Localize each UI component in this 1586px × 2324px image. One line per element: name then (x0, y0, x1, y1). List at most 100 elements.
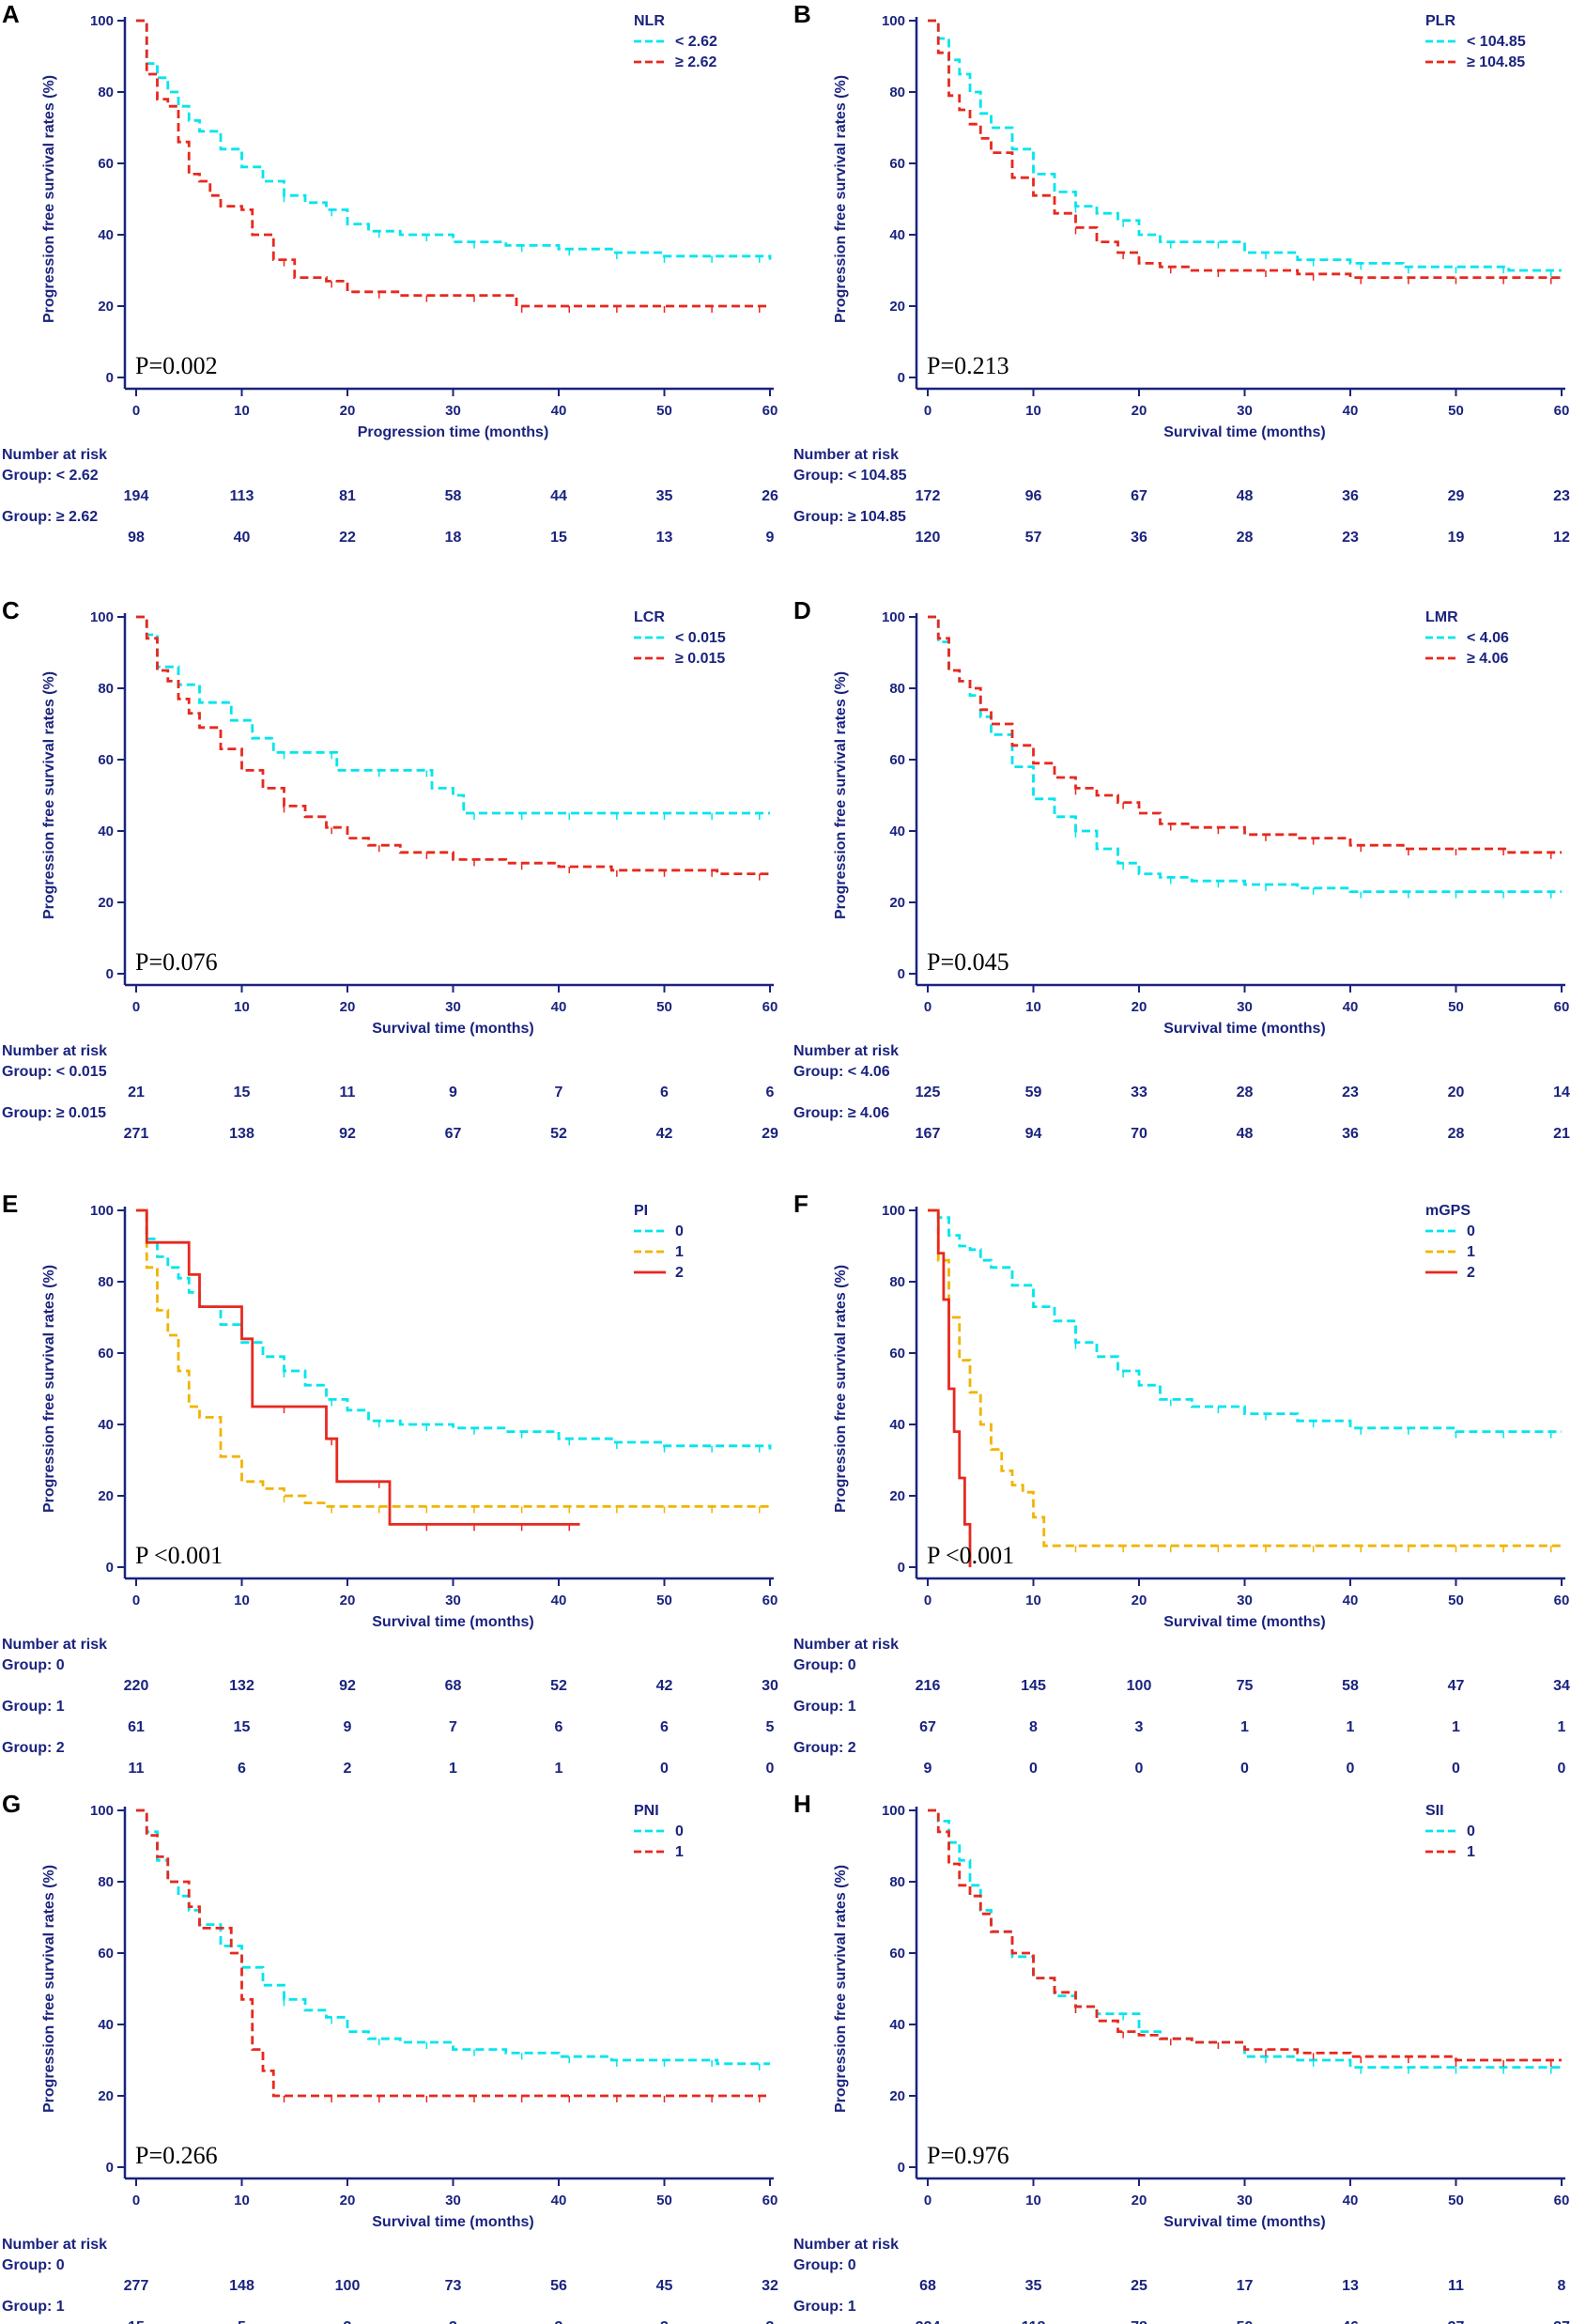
y-axis-title: Progression free survival rates (%) (833, 1865, 849, 2113)
x-tick-label: 40 (551, 403, 567, 419)
risk-count: 120 (916, 530, 941, 546)
panel-b: B 0 20 40 60 80 100 0 10 20 30 40 50 60 Progression fr… (793, 0, 1570, 546)
panel-letter-d: D (793, 596, 811, 624)
risk-count: 3 (555, 2319, 563, 2324)
p-value: P <0.001 (927, 1542, 1014, 1569)
risk-count: 220 (124, 1678, 149, 1694)
x-tick-label: 20 (340, 1593, 356, 1608)
y-axis-title: Progression free survival rates (%) (833, 671, 849, 919)
risk-group-label: Group: < 104.85 (793, 468, 907, 484)
risk-header: Number at risk (793, 447, 899, 463)
risk-count: 48 (1237, 1126, 1254, 1142)
x-tick-label: 0 (924, 1593, 932, 1608)
x-tick-label: 60 (762, 2193, 778, 2209)
x-tick-label: 50 (1448, 2193, 1464, 2209)
y-tick-label: 20 (889, 1488, 905, 1504)
x-tick-label: 20 (340, 2193, 356, 2209)
y-axis-title: Progression free survival rates (%) (41, 75, 57, 323)
risk-header: Number at risk (2, 2237, 107, 2253)
risk-count: 113 (230, 488, 254, 504)
legend-title: LMR (1425, 609, 1458, 625)
x-axis-title: Survival time (months) (1163, 2214, 1325, 2230)
risk-count: 23 (1342, 1085, 1359, 1100)
km-curve-e-series-0 (136, 1208, 772, 1450)
risk-count: 45 (656, 2278, 673, 2294)
risk-count: 28 (1237, 530, 1254, 546)
risk-count: 125 (916, 1085, 941, 1100)
x-tick-label: 0 (132, 403, 140, 419)
x-tick-label: 50 (656, 403, 672, 419)
x-tick-label: 50 (1448, 403, 1464, 419)
risk-group-label: Group: 1 (2, 1699, 65, 1715)
risk-group-label: Group: ≥ 2.62 (2, 509, 98, 525)
risk-count: 81 (339, 488, 356, 504)
risk-group-label: Group: 0 (2, 2257, 65, 2273)
x-tick-label: 10 (1025, 1593, 1041, 1608)
km-curve-e-series-2 (136, 1208, 580, 1526)
x-tick-label: 30 (445, 403, 461, 419)
y-tick-label: 40 (889, 1417, 905, 1433)
x-tick-label: 20 (1132, 1593, 1147, 1608)
risk-count: 1 (1240, 1719, 1249, 1735)
x-tick-label: 0 (924, 999, 932, 1015)
x-tick-label: 40 (551, 999, 567, 1015)
km-curve-b-series-0 (928, 19, 1562, 272)
risk-count: 21 (128, 1085, 145, 1100)
risk-count: 1 (555, 1761, 563, 1777)
risk-count: 47 (1448, 1678, 1465, 1694)
y-tick-label: 40 (889, 2017, 905, 2033)
risk-count: 92 (339, 1126, 356, 1142)
x-tick-label: 20 (340, 999, 356, 1015)
risk-count: 7 (449, 1719, 457, 1735)
risk-group-label: Group: < 0.015 (2, 1064, 107, 1080)
x-axis-title: Survival time (months) (1163, 424, 1325, 440)
risk-count: 15 (234, 1085, 251, 1100)
legend-label: ≥ 4.06 (1467, 651, 1508, 667)
y-tick-label: 100 (90, 1803, 114, 1819)
risk-count: 7 (555, 1085, 563, 1100)
risk-count: 42 (656, 1126, 673, 1142)
x-axis-title: Survival time (months) (372, 1614, 533, 1630)
p-value: P <0.001 (135, 1542, 223, 1569)
legend-label: 0 (675, 1224, 684, 1239)
y-tick-label: 0 (898, 2160, 905, 2176)
risk-count: 21 (1553, 1126, 1570, 1142)
risk-count: 3 (344, 2319, 352, 2324)
risk-group-label: Group: 2 (793, 1740, 856, 1756)
y-tick-label: 0 (898, 1560, 905, 1576)
x-tick-label: 60 (762, 403, 778, 419)
x-tick-label: 30 (1237, 999, 1253, 1015)
y-tick-label: 100 (882, 13, 905, 29)
panel-letter-a: A (2, 0, 20, 28)
y-tick-label: 60 (889, 1346, 905, 1362)
panel-letter-e: E (2, 1190, 18, 1218)
risk-count: 0 (1029, 1761, 1038, 1777)
km-curve-a-series-1 (136, 19, 770, 308)
x-tick-label: 50 (656, 999, 672, 1015)
risk-count: 8 (1029, 1719, 1038, 1735)
x-tick-label: 60 (1554, 2193, 1570, 2209)
risk-group-label: Group: 1 (2, 2299, 65, 2315)
risk-count: 15 (550, 530, 567, 546)
y-tick-label: 20 (98, 2088, 114, 2104)
risk-count: 138 (229, 1126, 254, 1142)
km-curve-h-series-1 (928, 1808, 1562, 2062)
risk-count: 46 (1342, 2319, 1359, 2324)
legend-label: 2 (675, 1265, 684, 1281)
y-tick-label: 20 (98, 895, 114, 911)
risk-count: 0 (1558, 1761, 1566, 1777)
km-curve-a-series-0 (136, 19, 772, 260)
risk-group-label: Group: 0 (2, 1657, 65, 1673)
risk-count: 70 (1131, 1126, 1147, 1142)
risk-count: 15 (234, 1719, 251, 1735)
risk-count: 0 (1452, 1761, 1460, 1777)
km-curve-g-series-1 (136, 1808, 770, 2098)
risk-count: 1 (1452, 1719, 1460, 1735)
risk-count: 6 (766, 1085, 775, 1100)
risk-header: Number at risk (793, 1043, 899, 1059)
km-curve-f-series-0 (928, 1208, 1562, 1433)
risk-header: Number at risk (2, 1637, 107, 1653)
risk-count: 57 (1025, 530, 1042, 546)
risk-count: 9 (449, 1085, 457, 1100)
